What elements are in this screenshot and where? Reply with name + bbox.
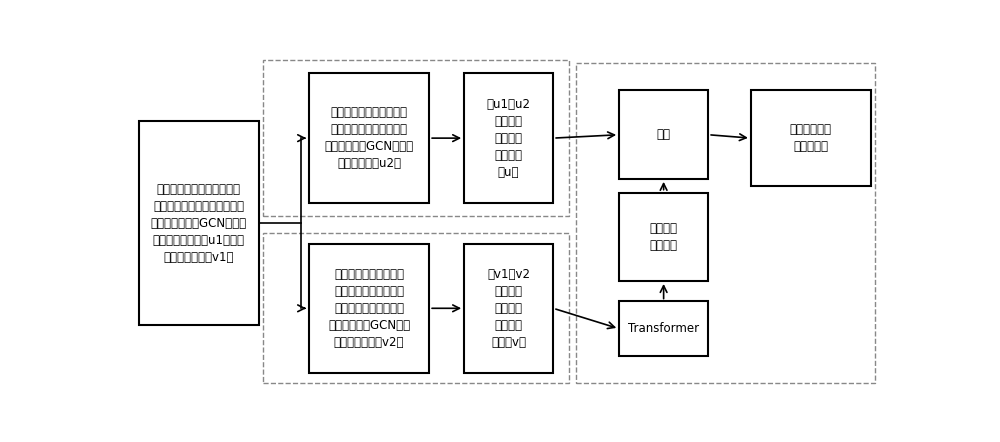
- Text: 将u1和u2
融合得到
用户最终
的特征向
量u。: 将u1和u2 融合得到 用户最终 的特征向 量u。: [487, 98, 531, 179]
- Bar: [309, 244, 429, 373]
- Text: 从异构图中提取只含有
虚拟物品结点的物品关
联度子图，在物品关联
度子图上利用GCN得到
物品的特征向量v2。: 从异构图中提取只含有 虚拟物品结点的物品关 联度子图，在物品关联 度子图上利用G…: [328, 268, 410, 349]
- Bar: [751, 91, 871, 186]
- Text: 点积: 点积: [657, 128, 671, 141]
- Bar: [309, 73, 429, 203]
- Text: 从异构图中提取只含有用
户结点的社交子图，在社
交子图上利用GCN得到用
户的特征向量u2。: 从异构图中提取只含有用 户结点的社交子图，在社 交子图上利用GCN得到用 户的特…: [325, 106, 414, 170]
- Bar: [263, 233, 569, 383]
- Text: 构建以用户、虚拟物品和虚
拟物品属性为结点的异构图，
在异构图上使用GCN得到用
户的特征向量表示u1和物品
的特征向量表示v1。: 构建以用户、虚拟物品和虚 拟物品属性为结点的异构图， 在异构图上使用GCN得到用…: [151, 183, 247, 264]
- Bar: [576, 63, 875, 383]
- Bar: [464, 73, 553, 203]
- Bar: [619, 301, 708, 356]
- Bar: [139, 121, 259, 325]
- Text: 候选物品
特征表示: 候选物品 特征表示: [650, 222, 678, 252]
- Text: Transformer: Transformer: [628, 322, 699, 335]
- Bar: [263, 60, 569, 217]
- Bar: [619, 91, 708, 179]
- Text: 提出推荐虚拟
物品的列表: 提出推荐虚拟 物品的列表: [790, 123, 832, 153]
- Bar: [619, 193, 708, 281]
- Bar: [464, 244, 553, 373]
- Text: 将v1和v2
融合得到
虚拟物品
最终的特
征向量v。: 将v1和v2 融合得到 虚拟物品 最终的特 征向量v。: [487, 268, 530, 349]
